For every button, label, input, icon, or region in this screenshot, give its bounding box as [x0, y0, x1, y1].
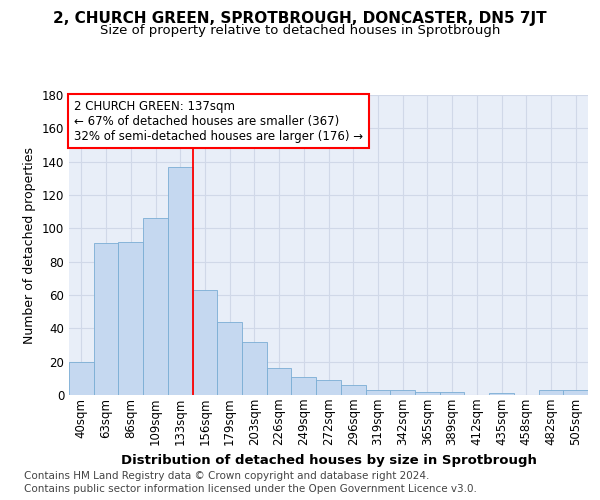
- Bar: [563, 390, 588, 395]
- Bar: [69, 362, 94, 395]
- Bar: [267, 368, 292, 395]
- Bar: [489, 394, 514, 395]
- Bar: [415, 392, 440, 395]
- Bar: [539, 390, 563, 395]
- Bar: [94, 244, 118, 395]
- Bar: [143, 218, 168, 395]
- Text: 2 CHURCH GREEN: 137sqm
← 67% of detached houses are smaller (367)
32% of semi-de: 2 CHURCH GREEN: 137sqm ← 67% of detached…: [74, 100, 364, 142]
- X-axis label: Distribution of detached houses by size in Sprotbrough: Distribution of detached houses by size …: [121, 454, 536, 466]
- Text: Contains HM Land Registry data © Crown copyright and database right 2024.: Contains HM Land Registry data © Crown c…: [24, 471, 430, 481]
- Text: 2, CHURCH GREEN, SPROTBROUGH, DONCASTER, DN5 7JT: 2, CHURCH GREEN, SPROTBROUGH, DONCASTER,…: [53, 11, 547, 26]
- Bar: [193, 290, 217, 395]
- Bar: [316, 380, 341, 395]
- Bar: [390, 390, 415, 395]
- Bar: [341, 385, 365, 395]
- Text: Size of property relative to detached houses in Sprotbrough: Size of property relative to detached ho…: [100, 24, 500, 37]
- Bar: [168, 166, 193, 395]
- Bar: [365, 390, 390, 395]
- Bar: [118, 242, 143, 395]
- Text: Contains public sector information licensed under the Open Government Licence v3: Contains public sector information licen…: [24, 484, 477, 494]
- Bar: [440, 392, 464, 395]
- Bar: [217, 322, 242, 395]
- Y-axis label: Number of detached properties: Number of detached properties: [23, 146, 36, 344]
- Bar: [292, 376, 316, 395]
- Bar: [242, 342, 267, 395]
